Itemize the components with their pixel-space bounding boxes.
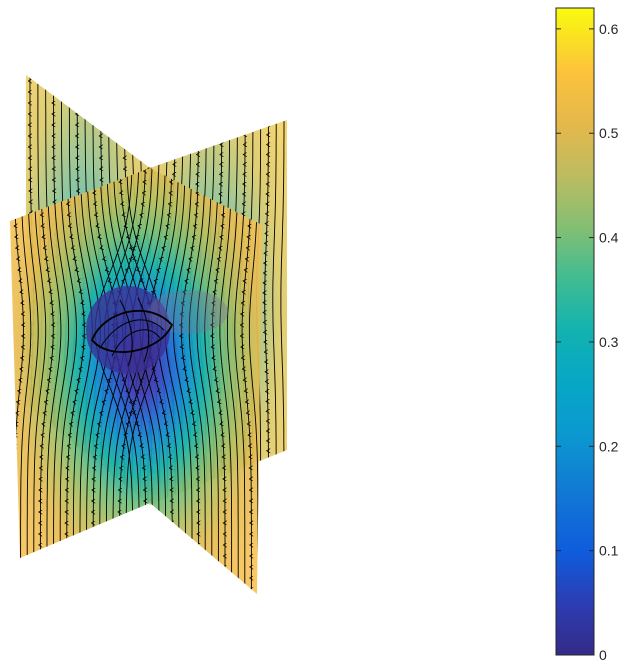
colorbar-tick-label: 0	[599, 647, 607, 663]
streamline	[188, 168, 206, 594]
colorbar-tick-label: 0.2	[599, 438, 619, 454]
streamline	[156, 168, 180, 594]
colorbar: 0 0.1 0.2 0.3 0.4 0.5 0.6	[555, 7, 619, 663]
colorbar-tick-label: 0.6	[599, 21, 619, 37]
streamline	[67, 168, 85, 594]
colorbar-tick-label: 0.5	[599, 125, 619, 141]
streamline	[280, 120, 285, 505]
slice-planes	[10, 75, 287, 594]
streamline	[265, 120, 269, 505]
streamline	[219, 168, 233, 594]
streamline	[26, 168, 39, 594]
colorbar-ticks: 0 0.1 0.2 0.3 0.4 0.5 0.6	[556, 21, 619, 663]
streamline	[93, 168, 117, 594]
streamline	[72, 168, 93, 594]
streamline	[272, 120, 277, 505]
colorbar-tick-label: 0.1	[599, 543, 619, 559]
streamline	[212, 168, 225, 594]
streamline	[181, 168, 198, 594]
streamline	[53, 168, 70, 594]
central-object	[86, 286, 228, 374]
colorbar-tick-label: 0.3	[599, 334, 619, 350]
streamline	[226, 168, 239, 594]
front-plane	[10, 168, 262, 594]
streamline	[242, 168, 251, 594]
streamline	[40, 168, 53, 594]
colorbar-gradient	[555, 7, 595, 656]
colorbar-tick-label: 0.4	[599, 230, 619, 246]
streamline	[46, 168, 62, 594]
streamline	[20, 168, 32, 594]
